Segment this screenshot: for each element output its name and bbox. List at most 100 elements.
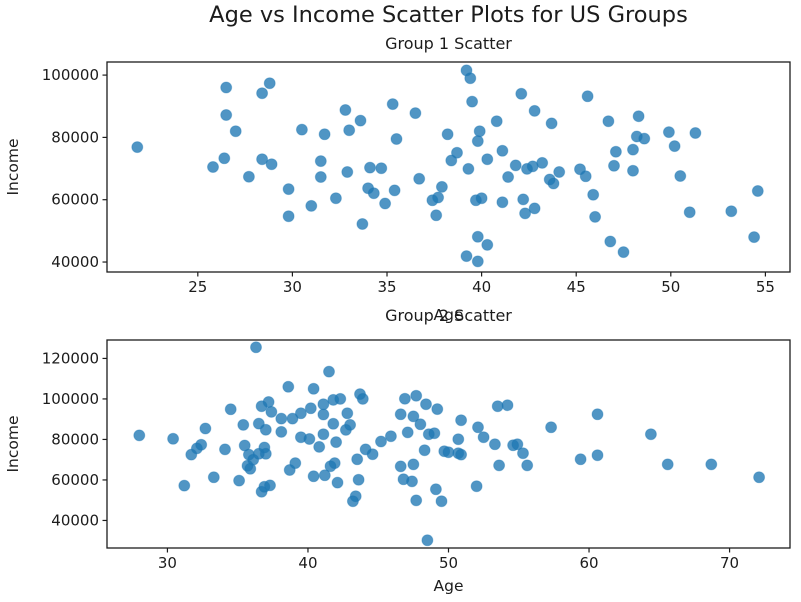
y-tick-label: 100000 xyxy=(42,390,99,408)
scatter-point xyxy=(379,197,392,210)
scatter-point xyxy=(481,238,494,251)
scatter-point xyxy=(334,392,347,405)
scatter-point xyxy=(265,158,278,171)
scatter-point xyxy=(602,115,615,128)
scatter-point xyxy=(318,469,331,482)
scatter-point xyxy=(435,495,448,508)
x-tick-label: 30 xyxy=(158,554,177,572)
scatter-point xyxy=(519,207,532,220)
scatter-point xyxy=(471,135,484,148)
scatter-point xyxy=(199,422,212,435)
scatter-point xyxy=(330,436,343,449)
scatter-point xyxy=(608,159,620,172)
scatter-point xyxy=(591,408,604,421)
scatter-point xyxy=(574,453,587,466)
scatter-series xyxy=(133,341,766,547)
plot2-xlabel: Age xyxy=(433,577,464,595)
y-tick-label: 60000 xyxy=(51,191,99,209)
scatter-point xyxy=(725,205,738,218)
scatter-point xyxy=(384,430,397,443)
scatter-point xyxy=(398,392,411,405)
scatter-point xyxy=(289,457,302,470)
scatter-point xyxy=(409,107,422,120)
scatter-point xyxy=(429,483,442,496)
scatter-point xyxy=(262,396,275,408)
scatter-point xyxy=(689,127,702,139)
y-tick-label: 60000 xyxy=(51,471,99,489)
scatter-point xyxy=(259,447,272,460)
scatter-point xyxy=(464,72,477,85)
scatter-point xyxy=(589,210,602,223)
scatter-point xyxy=(328,457,341,470)
scatter-point xyxy=(528,104,541,117)
scatter-point xyxy=(327,417,340,430)
scatter-point xyxy=(256,153,269,166)
scatter-point xyxy=(167,432,180,445)
scatter-point xyxy=(131,141,144,154)
scatter-point xyxy=(638,132,651,145)
scatter-point xyxy=(470,480,483,493)
x-tick-label: 40 xyxy=(472,278,491,296)
scatter-point xyxy=(390,133,403,145)
scatter-point xyxy=(314,171,327,183)
scatter-point xyxy=(317,398,330,411)
scatter-point xyxy=(644,428,657,441)
scatter-point xyxy=(259,423,272,436)
scatter-point xyxy=(237,418,250,431)
scatter-point xyxy=(515,87,528,100)
plot1-xlabel: Age xyxy=(433,306,464,324)
x-tick-label: 45 xyxy=(567,278,586,296)
scatter-point xyxy=(219,443,231,456)
axes-frame xyxy=(106,339,791,549)
scatter-point xyxy=(344,418,357,431)
scatter-point xyxy=(207,471,220,484)
scatter-point xyxy=(609,145,622,158)
scatter-point xyxy=(488,438,501,451)
x-tick-label: 50 xyxy=(661,278,680,296)
scatter-point xyxy=(388,184,401,197)
scatter-point xyxy=(455,414,468,427)
scatter-point xyxy=(481,153,494,166)
x-tick-label: 40 xyxy=(298,554,317,572)
scatter-point xyxy=(591,449,604,462)
scatter-point xyxy=(473,125,486,138)
scatter-point xyxy=(303,433,316,445)
y-tick-label: 120000 xyxy=(42,349,99,367)
scatter-point xyxy=(304,402,317,415)
scatter-point xyxy=(496,144,509,157)
scatter-point xyxy=(460,250,473,263)
scatter-point xyxy=(264,479,276,492)
scatter-point xyxy=(282,380,295,393)
scatter-point xyxy=(428,427,441,440)
scatter-point xyxy=(256,87,269,100)
scatter-point xyxy=(509,159,522,172)
scatter-point xyxy=(294,407,307,420)
scatter-point xyxy=(410,389,423,402)
scatter-point xyxy=(339,104,352,116)
scatter-point xyxy=(477,431,490,444)
x-tick-label: 25 xyxy=(188,278,207,296)
scatter-point xyxy=(218,152,231,165)
scatter-point xyxy=(493,459,506,472)
scatter-point xyxy=(229,125,242,138)
scatter-point xyxy=(517,447,529,460)
scatter-point xyxy=(307,470,320,483)
scatter-point xyxy=(133,429,146,442)
scatter-point xyxy=(394,460,407,473)
scatter-point xyxy=(502,171,515,183)
scatter-point xyxy=(490,115,503,128)
scatter-point xyxy=(364,161,376,174)
scatter-point xyxy=(366,448,379,461)
scatter-point xyxy=(313,440,326,453)
scatter-point xyxy=(349,490,362,503)
scatter-point xyxy=(471,255,484,268)
scatter-point xyxy=(445,154,458,167)
scatter-point xyxy=(466,95,479,108)
scatter-point xyxy=(401,426,414,439)
x-tick-label: 35 xyxy=(377,278,396,296)
scatter-point xyxy=(442,446,455,459)
scatter-point xyxy=(430,209,443,222)
scatter-point xyxy=(751,185,764,197)
scatter-point xyxy=(581,90,594,103)
